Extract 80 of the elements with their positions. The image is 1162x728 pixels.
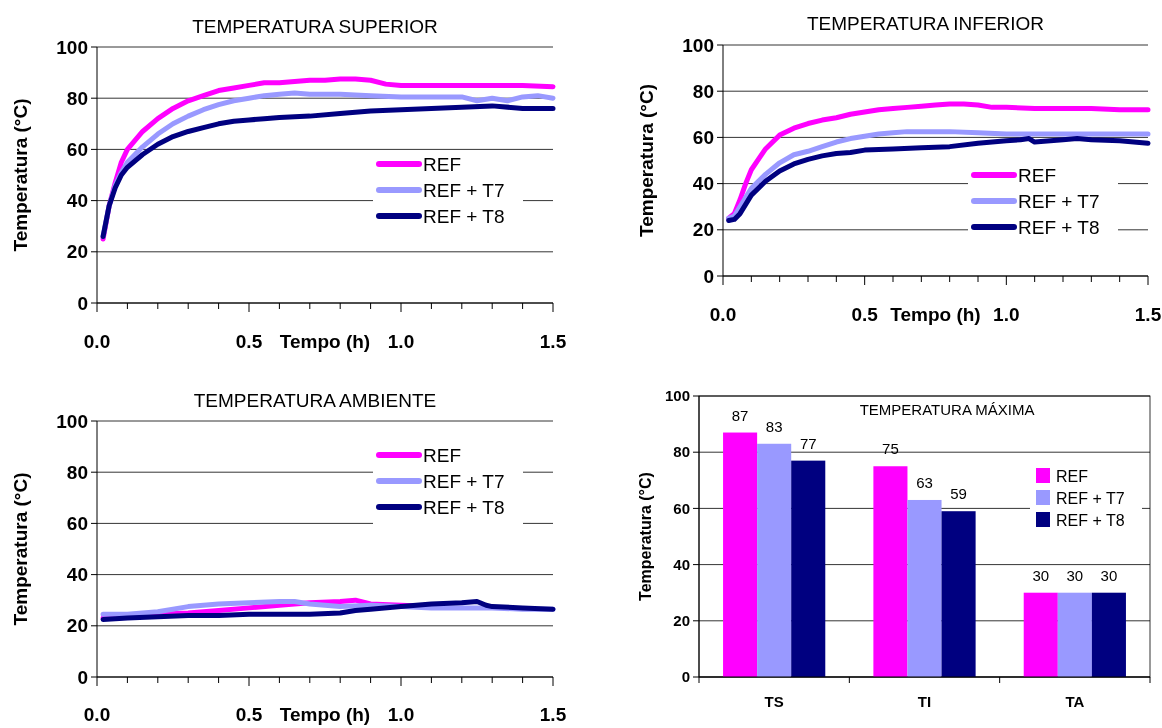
legend-label: REF + T7 bbox=[423, 471, 505, 492]
x-tick-label: TS bbox=[764, 693, 784, 710]
legend-label: REF + T7 bbox=[423, 180, 505, 201]
chart-title: TEMPERATURA INFERIOR bbox=[806, 13, 1045, 34]
y-tick-label: 0 bbox=[77, 666, 88, 688]
bar bbox=[757, 443, 792, 677]
bar bbox=[723, 432, 758, 677]
x-tick-label: TI bbox=[917, 693, 932, 710]
legend-label: REF + T7 bbox=[1018, 191, 1100, 212]
y-tick-label: 20 bbox=[66, 615, 88, 637]
x-tick-label: TA bbox=[1065, 693, 1085, 710]
y-tick-label: 40 bbox=[66, 564, 88, 586]
y-tick-label: 100 bbox=[682, 34, 714, 56]
bar bbox=[873, 466, 908, 677]
y-tick-label: 40 bbox=[66, 190, 88, 212]
legend-label: REF + T8 bbox=[423, 497, 505, 518]
data-label: 30 bbox=[1066, 566, 1084, 584]
data-label: 83 bbox=[765, 417, 783, 435]
x-axis-title: Tempo (h) bbox=[890, 304, 981, 325]
y-tick-label: 80 bbox=[66, 87, 88, 109]
y-tick-label: 60 bbox=[692, 127, 714, 149]
y-tick-label: 20 bbox=[66, 241, 88, 263]
y-axis-title: Temperatura (°C) bbox=[10, 98, 31, 252]
data-label: 87 bbox=[731, 406, 749, 424]
y-tick-label: 0 bbox=[703, 265, 714, 287]
x-tick-label: 1.0 bbox=[993, 303, 1020, 325]
y-tick-label: 40 bbox=[692, 173, 714, 195]
legend-label: REF + T8 bbox=[423, 206, 505, 227]
y-tick-label: 100 bbox=[56, 410, 88, 432]
x-tick-label: 1.0 bbox=[387, 703, 415, 725]
data-label: 77 bbox=[799, 434, 817, 452]
y-tick-label: 80 bbox=[692, 80, 714, 102]
y-tick-label: 0 bbox=[77, 292, 88, 314]
bar bbox=[791, 460, 826, 677]
y-axis-title: Temperatura (°C) bbox=[636, 84, 657, 237]
y-tick-label: 100 bbox=[664, 387, 690, 405]
bar bbox=[1023, 592, 1058, 677]
x-tick-label: 1.5 bbox=[539, 330, 567, 352]
x-tick-label: 0.5 bbox=[235, 330, 263, 352]
legend-label: REF + T8 bbox=[1018, 217, 1100, 238]
x-axis-title: Tempo (h) bbox=[279, 331, 371, 352]
y-tick-label: 80 bbox=[66, 461, 88, 483]
data-label: 30 bbox=[1032, 566, 1050, 584]
data-label: 30 bbox=[1100, 566, 1118, 584]
x-tick-label: 0.0 bbox=[83, 330, 111, 352]
x-tick-label: 1.5 bbox=[539, 703, 567, 725]
y-axis-title: Temperatura (°C) bbox=[637, 472, 654, 601]
x-tick-label: 1.5 bbox=[1134, 303, 1162, 325]
y-tick-label: 100 bbox=[56, 36, 88, 58]
data-label: 59 bbox=[950, 485, 967, 503]
legend-label: REF bbox=[1056, 468, 1089, 485]
y-tick-label: 20 bbox=[673, 612, 690, 630]
data-label: 63 bbox=[916, 473, 933, 491]
x-tick-label: 1.0 bbox=[387, 330, 415, 352]
data-label: 75 bbox=[882, 440, 899, 458]
y-tick-label: 40 bbox=[673, 555, 690, 573]
x-tick-label: 0.5 bbox=[851, 303, 879, 325]
bar bbox=[1091, 592, 1126, 677]
y-tick-label: 20 bbox=[692, 219, 714, 241]
chart-title: TEMPERATURA SUPERIOR bbox=[192, 16, 438, 37]
x-tick-label: 0.0 bbox=[709, 303, 737, 325]
x-axis-title: Tempo (h) bbox=[279, 704, 371, 725]
legend-label: REF bbox=[423, 445, 461, 466]
bar bbox=[1057, 592, 1092, 677]
bar bbox=[941, 511, 976, 677]
y-tick-label: 0 bbox=[681, 668, 690, 686]
y-axis-title: Temperatura (°C) bbox=[10, 472, 31, 626]
y-tick-label: 60 bbox=[673, 499, 690, 517]
legend-label: REF + T7 bbox=[1056, 490, 1125, 507]
y-tick-label: 80 bbox=[673, 443, 690, 461]
legend-label: REF + T8 bbox=[1056, 512, 1125, 529]
y-tick-label: 60 bbox=[66, 513, 88, 535]
x-tick-label: 0.5 bbox=[235, 703, 263, 725]
chart-title: TEMPERATURA MÁXIMA bbox=[859, 401, 1035, 418]
legend-label: REF bbox=[423, 154, 461, 175]
x-tick-label: 0.0 bbox=[83, 703, 111, 725]
bar bbox=[907, 499, 942, 677]
y-tick-label: 60 bbox=[66, 139, 88, 161]
chart-title: TEMPERATURA AMBIENTE bbox=[193, 390, 437, 411]
legend-label: REF bbox=[1018, 165, 1056, 186]
